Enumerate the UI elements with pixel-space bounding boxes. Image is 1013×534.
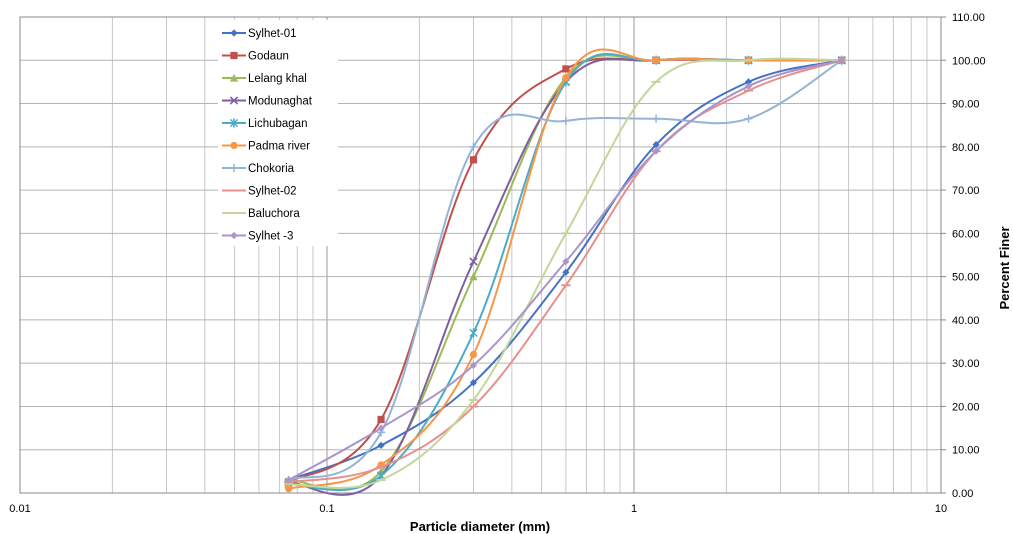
y-tick-label: 70.00: [952, 185, 980, 197]
y-tick-label: 30.00: [952, 358, 980, 370]
x-tick-label: 1: [631, 503, 637, 515]
data-point: [377, 424, 385, 432]
y-tick-label: 60.00: [952, 228, 980, 240]
data-point: [377, 415, 385, 424]
data-point: [744, 114, 753, 123]
legend-label: Godaun: [248, 51, 289, 63]
data-point: [562, 65, 570, 73]
legend-marker: [230, 231, 238, 240]
legend-marker: [230, 29, 238, 37]
x-tick-label: 10: [935, 503, 947, 515]
series-sylhet-3: [285, 56, 846, 484]
legend-label: Chokoria: [248, 163, 295, 175]
legend-marker: [229, 73, 239, 82]
legend-item: Chokoria: [222, 163, 295, 175]
plot-area-border: [19, 16, 942, 494]
legend-label: Sylhet -3: [248, 231, 293, 243]
legend-label: Padma river: [248, 141, 310, 153]
data-point: [744, 78, 753, 86]
legend-item: Sylhet -3: [222, 231, 293, 243]
legend-label: Sylhet-01: [248, 28, 297, 40]
legend-item: Modunaghat: [222, 96, 313, 108]
data-point: [562, 268, 570, 276]
data-point: [469, 350, 478, 359]
data-point: [469, 379, 478, 387]
y-tick-label: 0.00: [952, 488, 973, 500]
data-point: [562, 73, 570, 82]
y-tick-label: 20.00: [952, 401, 980, 413]
series-layer: [284, 48, 847, 496]
legend-marker: [229, 163, 239, 173]
series-sylhet-01: [285, 56, 846, 484]
legend-item: Padma river: [222, 141, 310, 153]
data-point: [469, 272, 478, 281]
legend-marker: [229, 96, 239, 105]
legend-item: Godaun: [222, 51, 289, 63]
y-tick-label: 90.00: [952, 99, 980, 111]
y-tick-label: 10.00: [952, 445, 980, 457]
data-point: [469, 361, 478, 369]
data-point: [561, 116, 570, 125]
data-point: [838, 56, 846, 64]
x-axis-title: Particle diameter (mm): [410, 519, 550, 534]
legend-marker: [229, 118, 239, 128]
x-tick-labels: 0.01 0.1 1 10: [9, 503, 947, 515]
legend-marker: [230, 141, 238, 150]
legend-label: Modunaghat: [248, 96, 313, 108]
legend-box: [218, 20, 338, 246]
data-point: [469, 328, 478, 338]
data-point: [377, 441, 385, 449]
legend-item: Sylhet-01: [222, 28, 297, 40]
legend: Sylhet-01 Godaun Lelang khal Modunaghat Lich…: [218, 20, 338, 246]
y-tick-labels: 0.00 10.00 20.00 30.00 40.00 50.00 60.00 70.00 8…: [941, 12, 986, 500]
data-point: [562, 257, 570, 266]
y-tick-label: 80.00: [952, 142, 980, 154]
legend-item: Lichubagan: [222, 118, 307, 130]
legend-marker: [230, 51, 238, 60]
data-point: [469, 156, 478, 164]
y-tick-label: 110.00: [952, 12, 985, 24]
x-tick-label: 0.1: [319, 503, 334, 515]
data-point: [652, 56, 660, 64]
data-point: [469, 142, 478, 151]
y-tick-label: 100.00: [952, 55, 986, 67]
data-point: [652, 147, 660, 155]
y-axis-title: Percent Finer: [997, 226, 1012, 309]
legend-item: Sylhet-02: [222, 186, 297, 198]
data-point: [285, 476, 293, 484]
y-tick-label: 50.00: [952, 272, 980, 284]
data-point: [652, 141, 660, 149]
data-point: [744, 82, 753, 90]
y-tick-label: 40.00: [952, 315, 980, 327]
legend-label: Sylhet-02: [248, 186, 297, 198]
legend-label: Lichubagan: [248, 118, 307, 130]
data-point: [285, 485, 293, 493]
data-point: [651, 114, 661, 123]
legend-item: Baluchora: [222, 208, 300, 220]
legend-label: Lelang khal: [248, 73, 307, 85]
x-tick-label: 0.01: [9, 503, 30, 515]
legend-item: Lelang khal: [222, 73, 307, 85]
data-point: [469, 257, 478, 266]
legend-label: Baluchora: [248, 208, 300, 220]
